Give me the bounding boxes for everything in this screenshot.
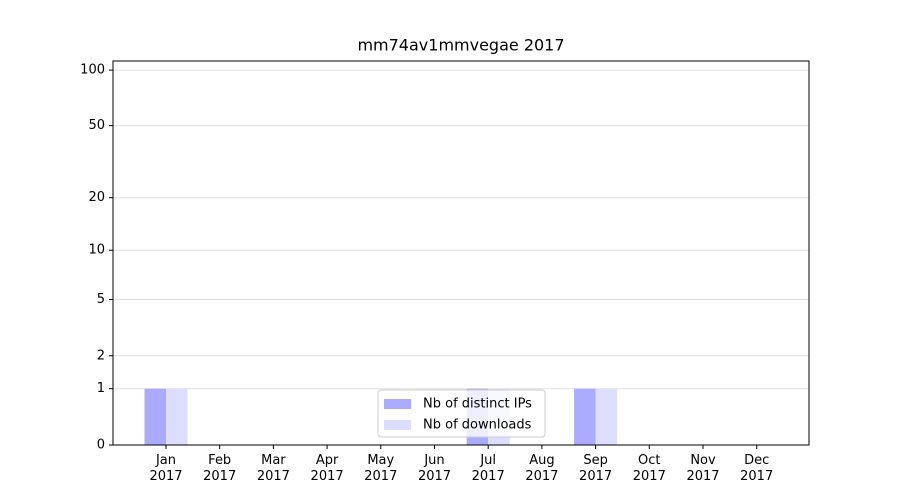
plot-frame [112,60,810,446]
x-tick-label: Dec 2017 [740,453,774,484]
legend-label: Nb of distinct IPs [423,397,532,412]
x-tick-label: Mar 2017 [256,453,290,484]
legend-label: Nb of downloads [423,418,532,433]
x-tick-label: Aug 2017 [525,453,559,484]
y-tick-label: 10 [88,243,105,258]
y-tick-label: 5 [97,292,105,307]
x-tick-label: Jun 2017 [417,453,452,484]
x-tick-label: Nov 2017 [686,453,720,484]
x-tick-label: Oct 2017 [632,453,666,484]
y-tick-label: 50 [88,118,105,133]
legend-swatch [384,399,411,409]
y-tick-label: 20 [88,190,105,205]
bar [574,388,596,445]
x-tick-label: May 2017 [364,453,398,484]
bar [166,388,188,445]
bar [595,388,618,445]
x-tick-label: Jul 2017 [471,453,505,484]
x-tick-label: Jan 2017 [149,453,183,484]
y-tick-label: 100 [80,63,105,78]
y-tick-label: 0 [97,438,105,453]
legend-frame [377,389,546,438]
y-tick-label: 2 [97,348,105,363]
legend-swatch [384,420,411,430]
legend: Nb of distinct IPs Nb of downloads [377,389,546,438]
x-tick-label: Apr 2017 [310,453,344,484]
chart-title: mm74av1mmvegae 2017 [357,36,564,55]
x-tick-label: Sep 2017 [579,453,613,484]
bar [144,388,166,445]
x-tick-label: Feb 2017 [203,453,237,484]
y-tick-label: 1 [97,381,105,396]
